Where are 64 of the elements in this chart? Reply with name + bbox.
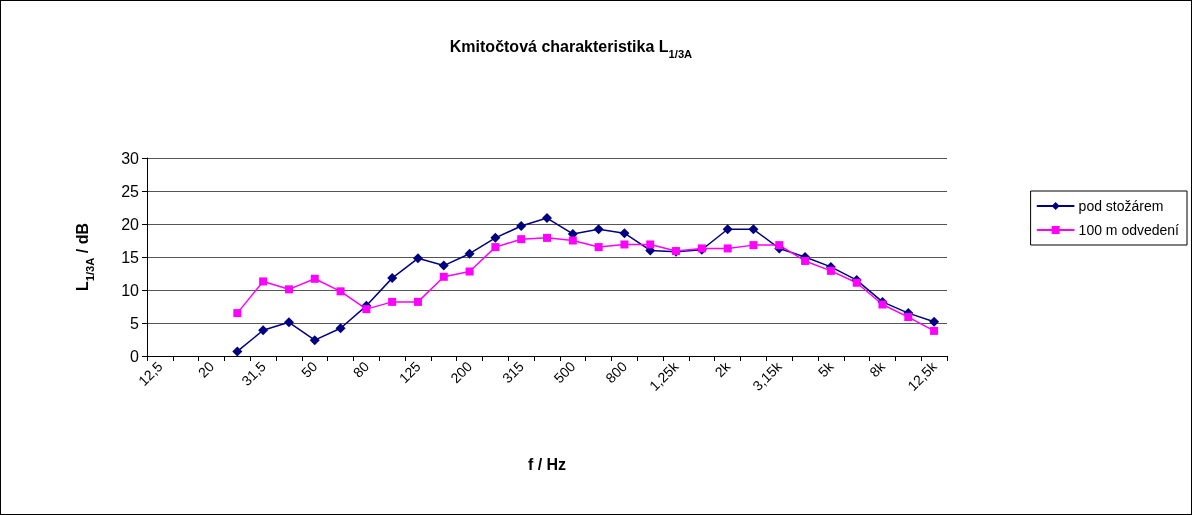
x-tick-label: 8k: [866, 357, 889, 381]
point: [543, 233, 551, 242]
point: [438, 260, 449, 271]
x-tick-label: 2k: [711, 357, 735, 381]
point: [335, 323, 346, 334]
point: [646, 240, 655, 249]
point: [491, 243, 500, 252]
y-tick-label: 15: [121, 248, 140, 266]
point: [464, 248, 475, 259]
point: [310, 274, 319, 283]
x-axis-title: f / Hz: [527, 455, 567, 473]
x-tick-label: 20: [194, 358, 218, 381]
point: [929, 316, 940, 327]
point: [517, 235, 526, 244]
point: [722, 224, 733, 235]
point: [593, 224, 604, 235]
y-axis-title: L1/3A / dB: [73, 222, 96, 292]
x-tick-label: 315: [499, 358, 527, 387]
point: [258, 325, 269, 336]
point: [826, 266, 835, 275]
point: [490, 232, 501, 243]
x-tick-label: 800: [602, 358, 631, 387]
point: [620, 240, 629, 249]
point: [748, 224, 759, 235]
point: [465, 267, 474, 276]
point: [568, 236, 577, 245]
point: [542, 213, 552, 224]
point: [362, 305, 371, 314]
x-tick-label: 500: [550, 358, 579, 387]
point: [413, 297, 422, 306]
point: [232, 346, 243, 357]
x-tick-label: 125: [395, 358, 424, 387]
x-tick-label: 50: [298, 358, 321, 381]
point: [309, 335, 320, 346]
y-tick-label: 25: [121, 182, 140, 200]
point: [388, 297, 397, 306]
point: [233, 309, 242, 318]
point: [904, 313, 913, 322]
point: [387, 273, 398, 284]
point: [878, 300, 887, 309]
point: [336, 287, 345, 296]
point: [284, 285, 293, 294]
y-tick-label: 10: [121, 281, 140, 299]
legend-label: pod stožárem: [1078, 198, 1164, 214]
point: [259, 277, 268, 286]
point: [412, 253, 423, 264]
x-tick-label: 200: [447, 358, 476, 387]
point: [516, 220, 527, 231]
point: [801, 256, 810, 265]
y-tick-label: 0: [130, 347, 140, 365]
point: [283, 317, 294, 328]
point: [749, 241, 758, 250]
x-tick-label: 5k: [814, 357, 838, 381]
point: [775, 241, 784, 250]
point: [594, 243, 603, 252]
y-tick-label: 20: [121, 215, 140, 233]
point: [439, 272, 448, 281]
point: [930, 326, 939, 335]
y-tick-label: 5: [130, 314, 140, 332]
point: [619, 228, 630, 239]
point: [723, 244, 732, 253]
x-tick-label: 80: [349, 358, 373, 381]
legend-label: 100 m odvedení: [1078, 222, 1180, 238]
y-tick-label: 30: [121, 149, 140, 167]
